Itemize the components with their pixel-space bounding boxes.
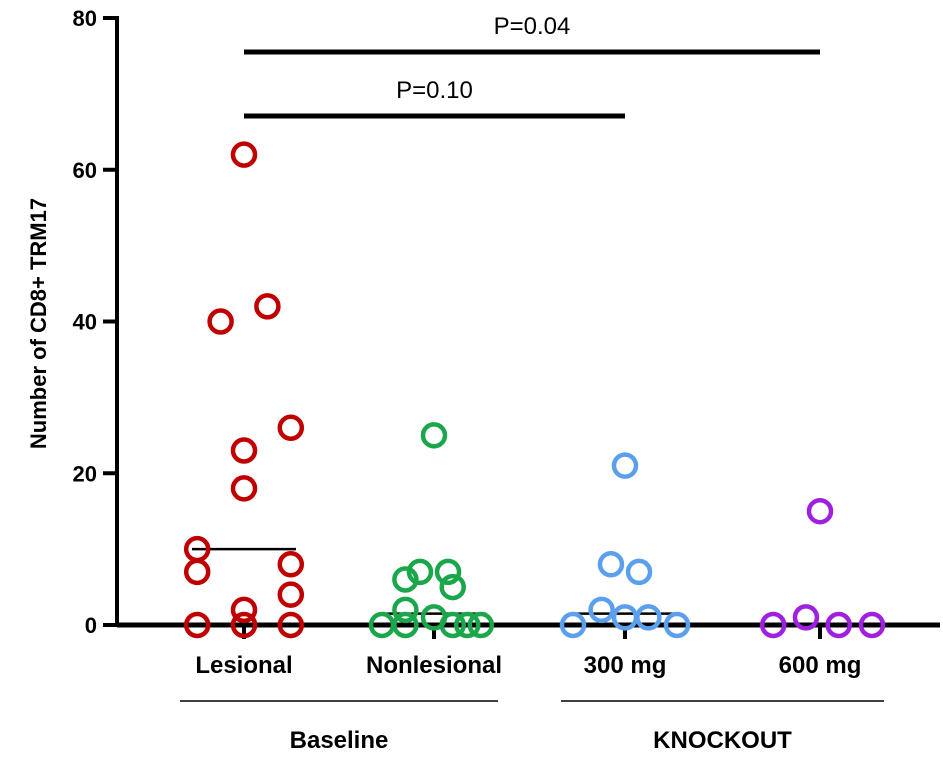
- data-point: [230, 611, 258, 639]
- y-tick-label: 0: [85, 613, 97, 638]
- x-tick-label: Nonlesional: [366, 652, 502, 679]
- y-tick-label: 40: [73, 310, 97, 335]
- data-point: [825, 611, 852, 639]
- data-point: [183, 558, 211, 586]
- data-point: [559, 611, 587, 639]
- significance-label: P=0.10: [396, 77, 473, 104]
- significance-layer: P=0.10 P=0.04: [244, 13, 820, 119]
- data-point: [277, 611, 305, 639]
- data-point: [230, 437, 258, 464]
- points-layer: [183, 141, 886, 639]
- data-point: [439, 573, 466, 601]
- data-point: [277, 414, 305, 441]
- y-tick-label: 60: [73, 158, 97, 183]
- data-point: [759, 611, 787, 639]
- data-point: [858, 611, 886, 639]
- data-point: [230, 596, 258, 624]
- data-point: [392, 596, 419, 624]
- data-point: [207, 308, 234, 335]
- data-point: [597, 551, 625, 578]
- data-point: [439, 611, 466, 639]
- y-axis-title: Number of CD8+ TRM17: [26, 198, 51, 449]
- data-point: [406, 558, 434, 586]
- group-label: Baseline: [290, 727, 389, 754]
- data-point: [611, 452, 639, 479]
- data-point: [392, 566, 419, 593]
- y-tick-label: 20: [73, 461, 97, 486]
- data-point: [183, 611, 211, 639]
- data-point: [625, 558, 653, 586]
- data-point: [467, 611, 495, 639]
- data-point: [806, 497, 834, 525]
- data-point: [792, 604, 820, 631]
- x-tick-label: 300 mg: [584, 652, 667, 679]
- labels-layer: 0 20 40 60 80 Number of CD8+ TRM17 Lesional Non…: [26, 6, 861, 754]
- x-tick-label: Lesional: [195, 652, 292, 679]
- axes-layer: [103, 16, 940, 702]
- data-point: [277, 581, 305, 608]
- x-tick-label: 600 mg: [779, 652, 862, 679]
- data-point: [434, 558, 462, 586]
- data-point: [392, 611, 419, 639]
- group-label: KNOCKOUT: [653, 727, 792, 754]
- data-point: [230, 141, 258, 168]
- significance-label: P=0.04: [494, 13, 571, 40]
- data-point: [230, 475, 258, 502]
- data-point: [277, 551, 305, 578]
- y-tick-label: 80: [73, 6, 97, 31]
- data-point: [420, 422, 448, 449]
- data-point: [254, 293, 281, 320]
- data-point: [454, 611, 481, 639]
- data-point: [663, 611, 691, 639]
- data-point: [635, 604, 662, 631]
- data-point: [588, 596, 615, 624]
